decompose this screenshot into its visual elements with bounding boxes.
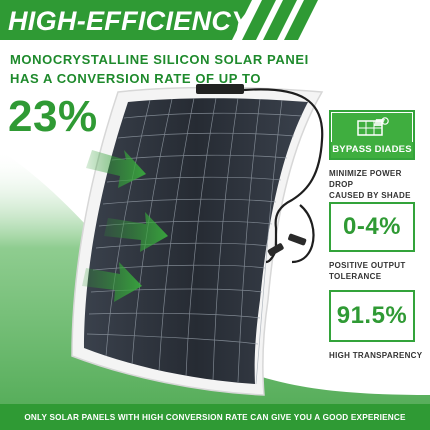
footer: ONLY SOLAR PANELS WITH HIGH CONVERSION R… (0, 404, 430, 430)
efficiency-value: 23% (8, 92, 98, 141)
tolerance-caption: POSITIVE OUTPUT TOLERANCE (329, 260, 424, 282)
header-stripe-1 (242, 0, 276, 40)
shaded-panel-icon (332, 113, 412, 142)
transparency-feature-card: 91.5% (329, 290, 415, 342)
arrow-3 (82, 262, 142, 302)
headline: HIGH-EFFICIENCY (8, 6, 250, 36)
sunlight-arrows (82, 150, 168, 302)
connector-1 (288, 233, 307, 246)
subheadline-line-2: HAS A CONVERSION RATE OF UP TO (10, 71, 262, 86)
transparency-value: 91.5% (336, 302, 408, 329)
header-band-shape (0, 0, 252, 40)
footer-text: ONLY SOLAR PANELS WITH HIGH CONVERSION R… (24, 412, 406, 422)
tolerance-caption-line-1: POSITIVE OUTPUT (329, 261, 406, 270)
footer-band-shape (0, 404, 430, 430)
bypass-feature-card: BYPASS DIADES (329, 110, 415, 160)
arrow-2 (104, 212, 168, 252)
subheadline-line-1: MONOCRYSTALLINE SILICON SOLAR PANEI (10, 52, 309, 67)
arrow-1 (86, 150, 146, 188)
bypass-caption-line-2: CAUSED BY SHADE (329, 191, 411, 200)
connector-2 (267, 243, 284, 256)
tolerance-caption-line-2: TOLERANCE (329, 272, 382, 281)
junction-box (196, 84, 244, 94)
tolerance-value: 0-4% (342, 213, 402, 240)
solar-cable-2 (291, 204, 315, 264)
subheadline: MONOCRYSTALLINE SILICON SOLAR PANEI HAS … (10, 50, 310, 88)
transparency-caption: HIGH TRANSPARENCY (329, 351, 423, 360)
header-stripe-2 (263, 0, 297, 40)
bypass-label: BYPASS DIADES (331, 142, 413, 158)
tolerance-feature-card: 0-4% (329, 202, 415, 252)
bypass-caption: MINIMIZE POWER DROP CAUSED BY SHADE (329, 168, 424, 201)
bypass-caption-line-1: MINIMIZE POWER DROP (329, 169, 402, 189)
header-stripe-3 (284, 0, 318, 40)
